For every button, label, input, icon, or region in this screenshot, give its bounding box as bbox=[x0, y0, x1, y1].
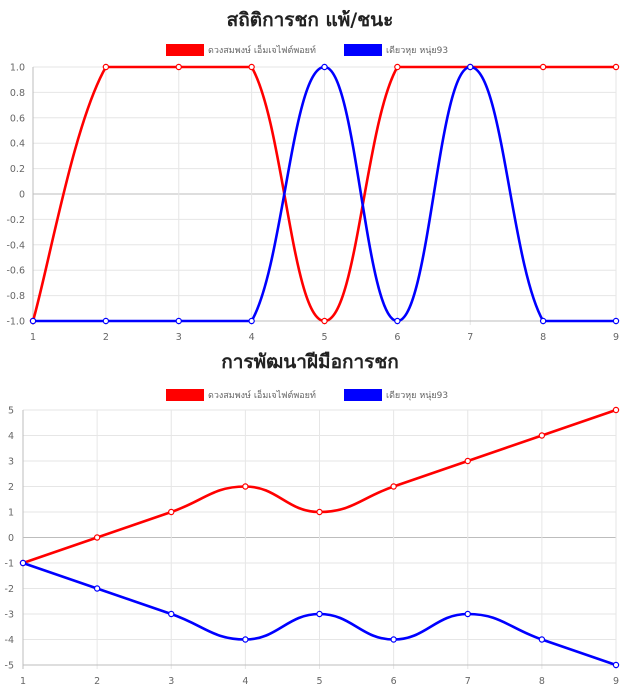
y-tick-label: 4 bbox=[8, 431, 14, 442]
y-axis-ticks: 1.0 0.8 0.6 0.4 0.2 0 -0.2 -0.4 -0.6 -0.8 -1.0 bbox=[6, 63, 25, 328]
series-lines bbox=[19, 406, 620, 669]
data-point[interactable] bbox=[538, 636, 546, 643]
data-point[interactable] bbox=[316, 508, 323, 516]
data-point[interactable] bbox=[242, 636, 249, 643]
data-point[interactable] bbox=[612, 661, 620, 669]
y-tick-label: -0.4 bbox=[6, 240, 25, 251]
grid bbox=[22, 409, 617, 669]
y-tick-label: 3 bbox=[8, 457, 14, 468]
data-point[interactable] bbox=[539, 63, 547, 71]
data-point[interactable] bbox=[19, 559, 27, 567]
legend-swatch-series-1 bbox=[166, 389, 204, 401]
data-point[interactable] bbox=[467, 63, 474, 71]
y-tick-label: 5 bbox=[8, 406, 14, 417]
skill-development-chart: การพัฒนาฝีมือการชก ดวงสมพงษ์ เอ็มเจไฟต์พ… bbox=[5, 351, 620, 687]
y-tick-label: 2 bbox=[8, 482, 14, 493]
data-point[interactable] bbox=[464, 457, 471, 465]
data-point[interactable] bbox=[612, 63, 620, 71]
data-point[interactable] bbox=[248, 317, 255, 325]
y-tick-label: -0.2 bbox=[6, 215, 25, 226]
x-tick-label: 3 bbox=[168, 676, 174, 687]
x-axis-ticks: 1 2 3 4 5 6 7 8 9 bbox=[30, 332, 619, 343]
data-point[interactable] bbox=[168, 610, 175, 618]
x-tick-label: 6 bbox=[391, 676, 397, 687]
legend[interactable]: ดวงสมพงษ์ เอ็มเจไฟต์พอยท์ เดียวหุย หนุ่ย… bbox=[166, 388, 448, 401]
win-loss-chart: สถิติการชก แพ้/ชนะ ดวงสมพงษ์ เอ็มเจไฟต์พ… bbox=[6, 9, 620, 343]
x-tick-label: 1 bbox=[20, 676, 26, 687]
x-tick-label: 7 bbox=[467, 332, 473, 343]
data-point[interactable] bbox=[612, 406, 620, 414]
data-point[interactable] bbox=[394, 317, 401, 325]
data-point[interactable] bbox=[93, 585, 101, 592]
x-tick-label: 6 bbox=[394, 332, 400, 343]
series-lines bbox=[29, 63, 620, 325]
x-tick-label: 5 bbox=[321, 332, 327, 343]
chart-title: สถิติการชก แพ้/ชนะ bbox=[227, 9, 394, 31]
data-point[interactable] bbox=[464, 610, 471, 618]
data-point[interactable] bbox=[102, 63, 110, 71]
data-point[interactable] bbox=[539, 317, 547, 325]
y-tick-label: -1.0 bbox=[6, 317, 25, 328]
y-tick-label: -1 bbox=[5, 559, 14, 570]
x-axis-ticks: 1 2 3 4 5 6 7 8 9 bbox=[20, 676, 619, 687]
x-tick-label: 7 bbox=[465, 676, 471, 687]
y-tick-label: 1 bbox=[8, 508, 14, 519]
data-point[interactable] bbox=[390, 483, 397, 490]
legend-swatch-series-2 bbox=[344, 389, 382, 401]
x-tick-label: 1 bbox=[30, 332, 36, 343]
y-tick-label: 0 bbox=[19, 190, 25, 201]
legend-swatch-series-2 bbox=[344, 44, 382, 56]
y-tick-label: -0.6 bbox=[6, 266, 25, 277]
x-tick-label: 2 bbox=[103, 332, 109, 343]
y-tick-label: 0.4 bbox=[10, 139, 25, 150]
x-tick-label: 9 bbox=[613, 676, 619, 687]
x-tick-label: 5 bbox=[316, 676, 322, 687]
y-tick-label: 0.8 bbox=[10, 88, 25, 99]
data-point[interactable] bbox=[390, 636, 397, 643]
data-point[interactable] bbox=[321, 63, 328, 71]
data-point[interactable] bbox=[242, 483, 249, 490]
y-tick-label: 0.6 bbox=[10, 113, 25, 124]
x-tick-label: 3 bbox=[176, 332, 182, 343]
x-tick-label: 4 bbox=[242, 676, 248, 687]
data-point[interactable] bbox=[321, 317, 328, 325]
legend-label-series-1: ดวงสมพงษ์ เอ็มเจไฟต์พอยท์ bbox=[208, 43, 316, 56]
data-point[interactable] bbox=[102, 317, 110, 325]
x-tick-label: 8 bbox=[540, 332, 546, 343]
data-point[interactable] bbox=[316, 610, 323, 618]
legend-label-series-2: เดียวหุย หนุ่ย93 bbox=[386, 390, 448, 401]
x-tick-label: 4 bbox=[249, 332, 255, 343]
y-tick-label: 0 bbox=[8, 533, 14, 544]
data-point[interactable] bbox=[248, 63, 255, 71]
data-point[interactable] bbox=[612, 317, 620, 325]
series-line-2 bbox=[33, 65, 616, 323]
legend-label-series-2: เดียวหุย หนุ่ย93 bbox=[386, 45, 448, 56]
data-point[interactable] bbox=[538, 432, 546, 439]
chart-title: การพัฒนาฝีมือการชก bbox=[221, 351, 399, 373]
y-tick-label: 1.0 bbox=[10, 63, 25, 74]
legend[interactable]: ดวงสมพงษ์ เอ็มเจไฟต์พอยท์ เดียวหุย หนุ่ย… bbox=[166, 43, 448, 56]
y-tick-label: -4 bbox=[5, 635, 14, 646]
data-point[interactable] bbox=[29, 317, 37, 325]
data-point[interactable] bbox=[175, 63, 182, 71]
data-point[interactable] bbox=[175, 317, 182, 325]
y-tick-label: -2 bbox=[5, 584, 14, 595]
data-point[interactable] bbox=[394, 63, 401, 71]
y-tick-label: -3 bbox=[5, 610, 14, 621]
y-tick-label: 0.2 bbox=[10, 164, 25, 175]
y-tick-label: -0.8 bbox=[6, 291, 25, 302]
legend-label-series-1: ดวงสมพงษ์ เอ็มเจไฟต์พอยท์ bbox=[208, 388, 316, 401]
y-axis-ticks: 5 4 3 2 1 0 -1 -2 -3 -4 -5 bbox=[5, 406, 14, 672]
data-point[interactable] bbox=[93, 534, 101, 541]
y-tick-label: -5 bbox=[5, 661, 14, 672]
legend-swatch-series-1 bbox=[166, 44, 204, 56]
x-tick-label: 2 bbox=[94, 676, 100, 687]
data-point[interactable] bbox=[168, 508, 175, 516]
x-tick-label: 8 bbox=[539, 676, 545, 687]
x-tick-label: 9 bbox=[613, 332, 619, 343]
